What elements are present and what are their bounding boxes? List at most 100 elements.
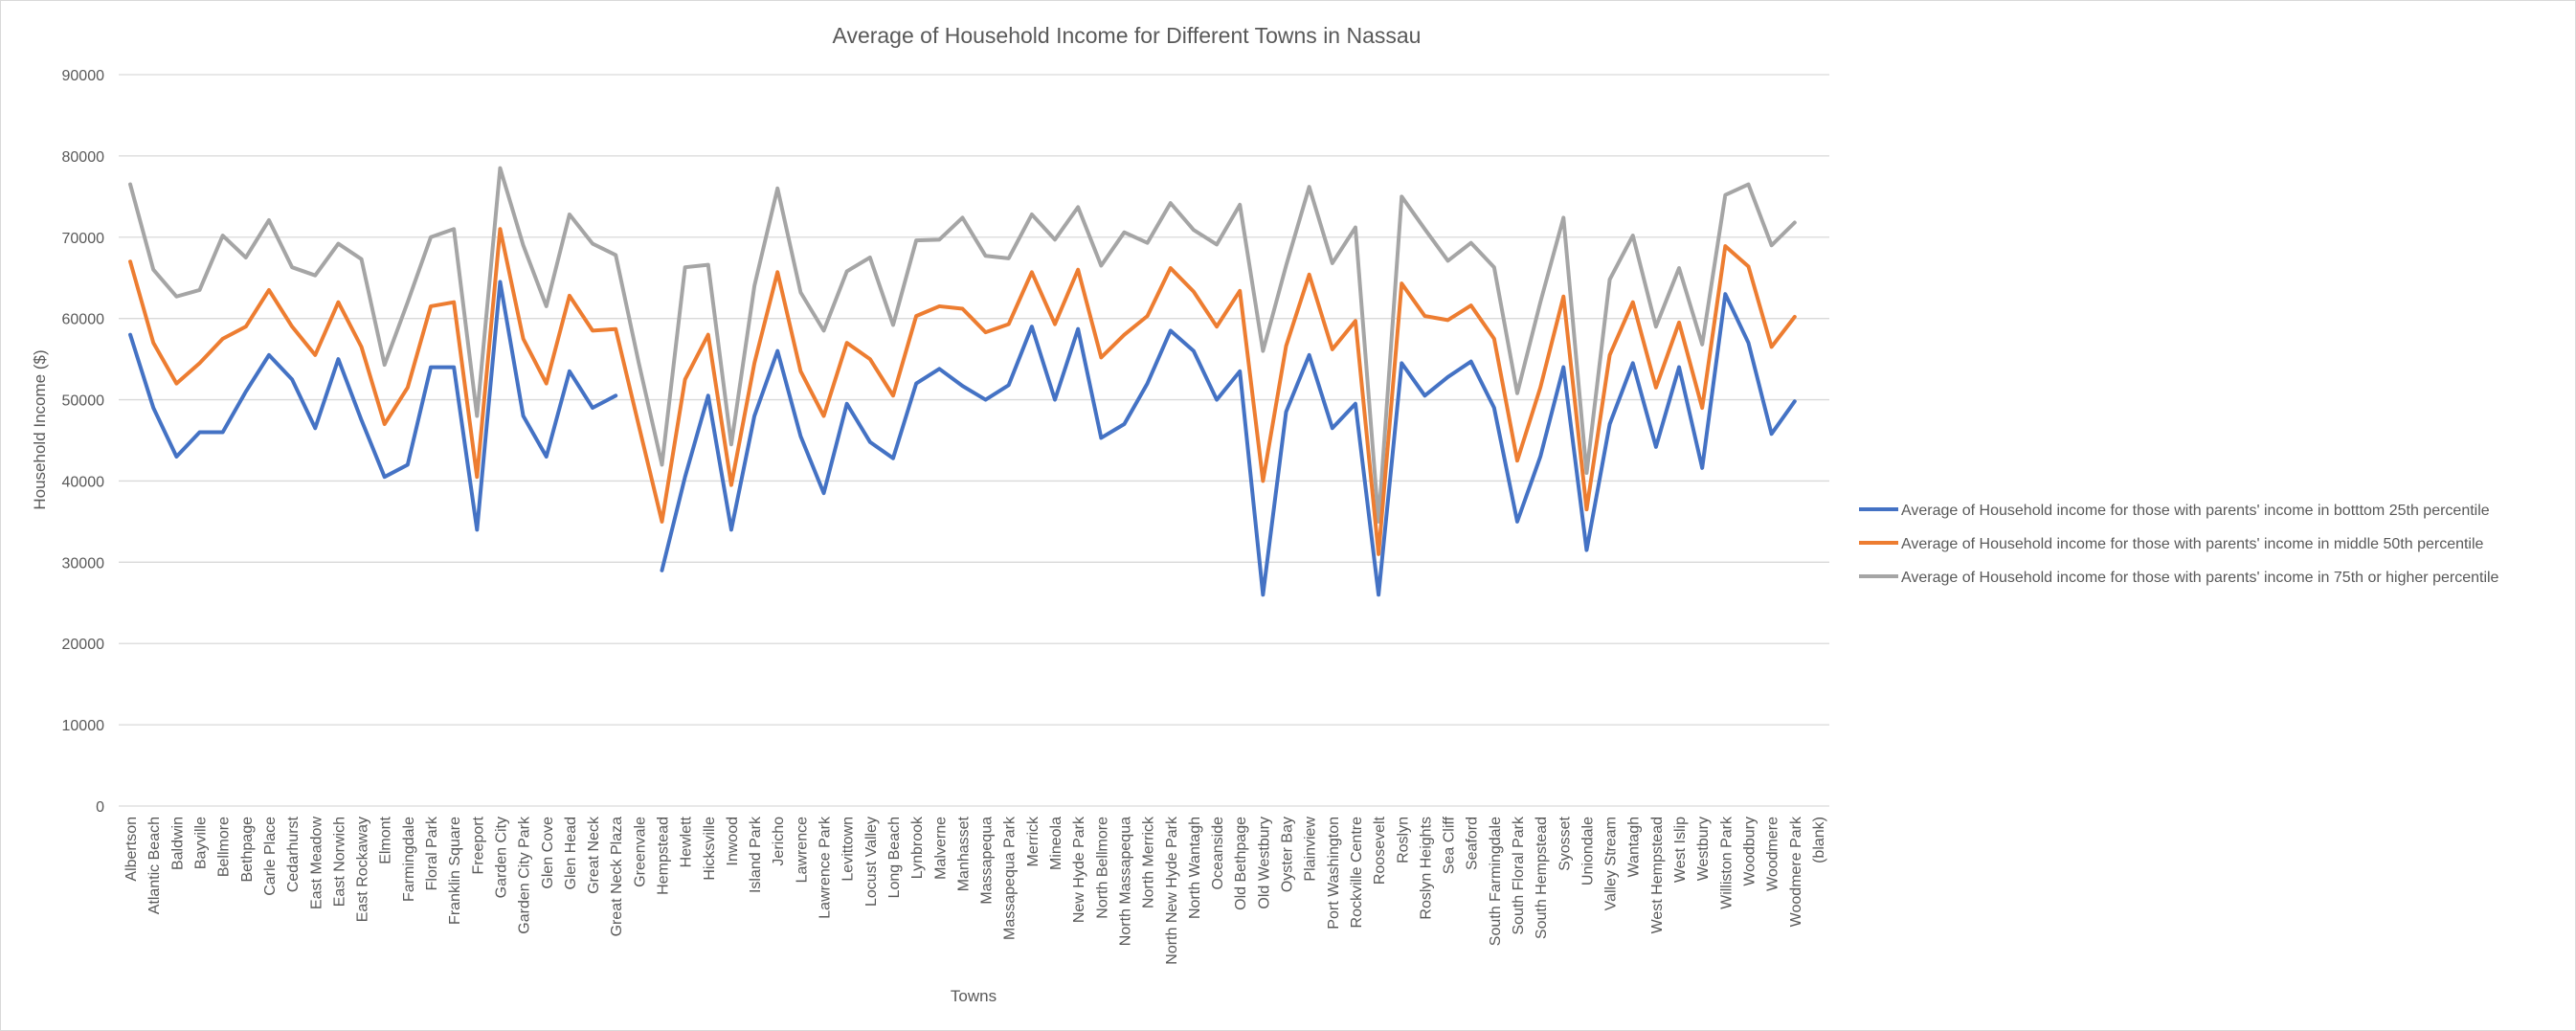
x-tick-label: Woodmere [1765, 817, 1781, 891]
x-tick-label: Mineola [1048, 817, 1064, 870]
series-line [128, 227, 1797, 556]
y-tick-label: 30000 [62, 555, 105, 572]
x-tick-label: Woodbury [1741, 817, 1758, 886]
x-tick-label: North Wantagh [1187, 817, 1203, 919]
x-axis-label: Towns [951, 987, 997, 1005]
x-tick-label: Hempstead [655, 817, 671, 895]
chart-title: Average of Household Income for Differen… [833, 23, 1422, 48]
x-tick-label: Great Neck [586, 816, 602, 894]
x-tick-label: Baldwin [169, 817, 186, 870]
x-tick-label: Greenvale [632, 817, 648, 887]
x-tick-label: Glen Cove [540, 817, 556, 889]
x-tick-label: Bethpage [239, 817, 256, 883]
x-tick-label: East Norwich [331, 817, 347, 907]
x-tick-label: Jericho [771, 817, 787, 866]
x-tick-label: Bayville [193, 817, 210, 869]
y-tick-label: 0 [96, 799, 104, 816]
x-tick-label: Valley Stream [1603, 817, 1620, 910]
series-line [128, 280, 1797, 597]
x-tick-label: Plainview [1303, 817, 1319, 882]
legend-label: Average of Household income for those wi… [1901, 570, 2499, 586]
legend-label: Average of Household income for those wi… [1901, 503, 2490, 519]
series-lines [128, 166, 1797, 597]
y-tick-label: 90000 [62, 68, 105, 84]
legend: Average of Household income for those wi… [1859, 503, 2499, 586]
y-tick-label: 40000 [62, 474, 105, 490]
x-tick-label: North Merrick [1141, 816, 1157, 908]
x-tick-label: Oyster Bay [1280, 817, 1296, 892]
x-tick-label: Rockville Centre [1349, 817, 1365, 929]
x-tick-label: Syosset [1557, 816, 1573, 870]
x-tick-label: Woodmere Park [1788, 816, 1804, 927]
series-line [128, 166, 1797, 524]
x-tick-label: Lawrence Park [818, 816, 834, 919]
x-tick-label: Garden City [493, 817, 509, 898]
x-tick-label: Seaford [1465, 817, 1481, 870]
y-tick-label: 80000 [62, 149, 105, 166]
x-tick-label: North New Hyde Park [1164, 816, 1180, 965]
y-tick-label: 60000 [62, 312, 105, 328]
x-tick-label: Malverne [932, 817, 949, 880]
x-tick-label: Lawrence [794, 817, 810, 883]
y-axis-label: Household Income ($) [31, 349, 49, 509]
x-tick-label: Roosevelt [1372, 816, 1388, 885]
x-tick-label: Long Beach [886, 817, 903, 898]
x-tick-label: (blank) [1811, 817, 1827, 863]
x-tick-label: New Hyde Park [1071, 816, 1087, 923]
x-tick-label: South Hempstead [1534, 817, 1550, 939]
x-tick-label: Albertson [123, 817, 140, 882]
x-tick-label: Island Park [748, 816, 764, 893]
x-tick-label: Westbury [1695, 817, 1712, 881]
x-tick-label: Wantagh [1626, 817, 1643, 877]
y-tick-label: 50000 [62, 393, 105, 410]
x-axis-ticks: Albertson Atlantic Beach Baldwin Bayville Be… [123, 816, 1827, 965]
x-tick-label: South Floral Park [1511, 816, 1527, 935]
x-tick-label: Inwood [725, 817, 741, 866]
x-tick-label: Massapequa [979, 817, 996, 905]
y-tick-label: 10000 [62, 718, 105, 734]
x-tick-label: West Hempstead [1649, 817, 1666, 933]
x-tick-label: Williston Park [1718, 816, 1735, 909]
x-tick-label: Massapequa Park [1002, 816, 1019, 940]
x-tick-label: Great Neck Plaza [609, 817, 625, 936]
x-tick-label: Freeport [470, 816, 486, 874]
x-tick-label: Roslyn [1395, 817, 1411, 863]
x-tick-label: Garden City Park [517, 816, 533, 934]
x-tick-label: East Rockaway [355, 817, 371, 922]
x-tick-label: Bellmore [216, 817, 233, 877]
x-tick-label: Franklin Square [447, 817, 463, 925]
x-tick-label: North Massapequa [1117, 817, 1133, 946]
x-tick-label: Sea Cliff [1442, 816, 1458, 874]
x-tick-label: Glen Head [563, 817, 579, 890]
x-tick-label: Floral Park [424, 816, 440, 890]
x-tick-label: Farmingdale [401, 817, 417, 902]
x-tick-label: Port Washington [1326, 817, 1342, 930]
x-tick-label: Locust Valley [863, 817, 880, 907]
x-tick-label: East Meadow [308, 817, 325, 909]
x-tick-label: Merrick [1025, 816, 1042, 866]
gridlines [119, 74, 1829, 807]
x-tick-label: Elmont [378, 816, 394, 863]
x-tick-label: Cedarhurst [285, 816, 302, 892]
y-tick-label: 20000 [62, 637, 105, 653]
x-tick-label: Hicksville [702, 817, 718, 881]
x-tick-label: Levittown [840, 817, 857, 882]
x-tick-label: Oceanside [1210, 817, 1226, 890]
x-tick-label: Old Westbury [1256, 817, 1272, 909]
x-tick-label: Roslyn Heights [1418, 817, 1434, 920]
x-tick-label: Carle Place [262, 817, 279, 896]
x-tick-label: Manhasset [955, 816, 972, 891]
y-axis-ticks: 0 10000 20000 30000 40000 50000 60000 70000 8000… [62, 68, 105, 816]
x-tick-label: North Bellmore [1094, 817, 1110, 919]
x-tick-label: West Islip [1672, 817, 1689, 883]
x-tick-label: Old Bethpage [1233, 817, 1249, 910]
x-tick-label: Atlantic Beach [146, 817, 163, 914]
legend-label: Average of Household income for those wi… [1901, 536, 2484, 552]
x-tick-label: Hewlett [679, 816, 695, 867]
x-tick-label: South Farmingdale [1488, 817, 1504, 946]
y-tick-label: 70000 [62, 231, 105, 247]
x-tick-label: Lynbrook [909, 816, 926, 879]
x-tick-label: Uniondale [1579, 817, 1596, 885]
